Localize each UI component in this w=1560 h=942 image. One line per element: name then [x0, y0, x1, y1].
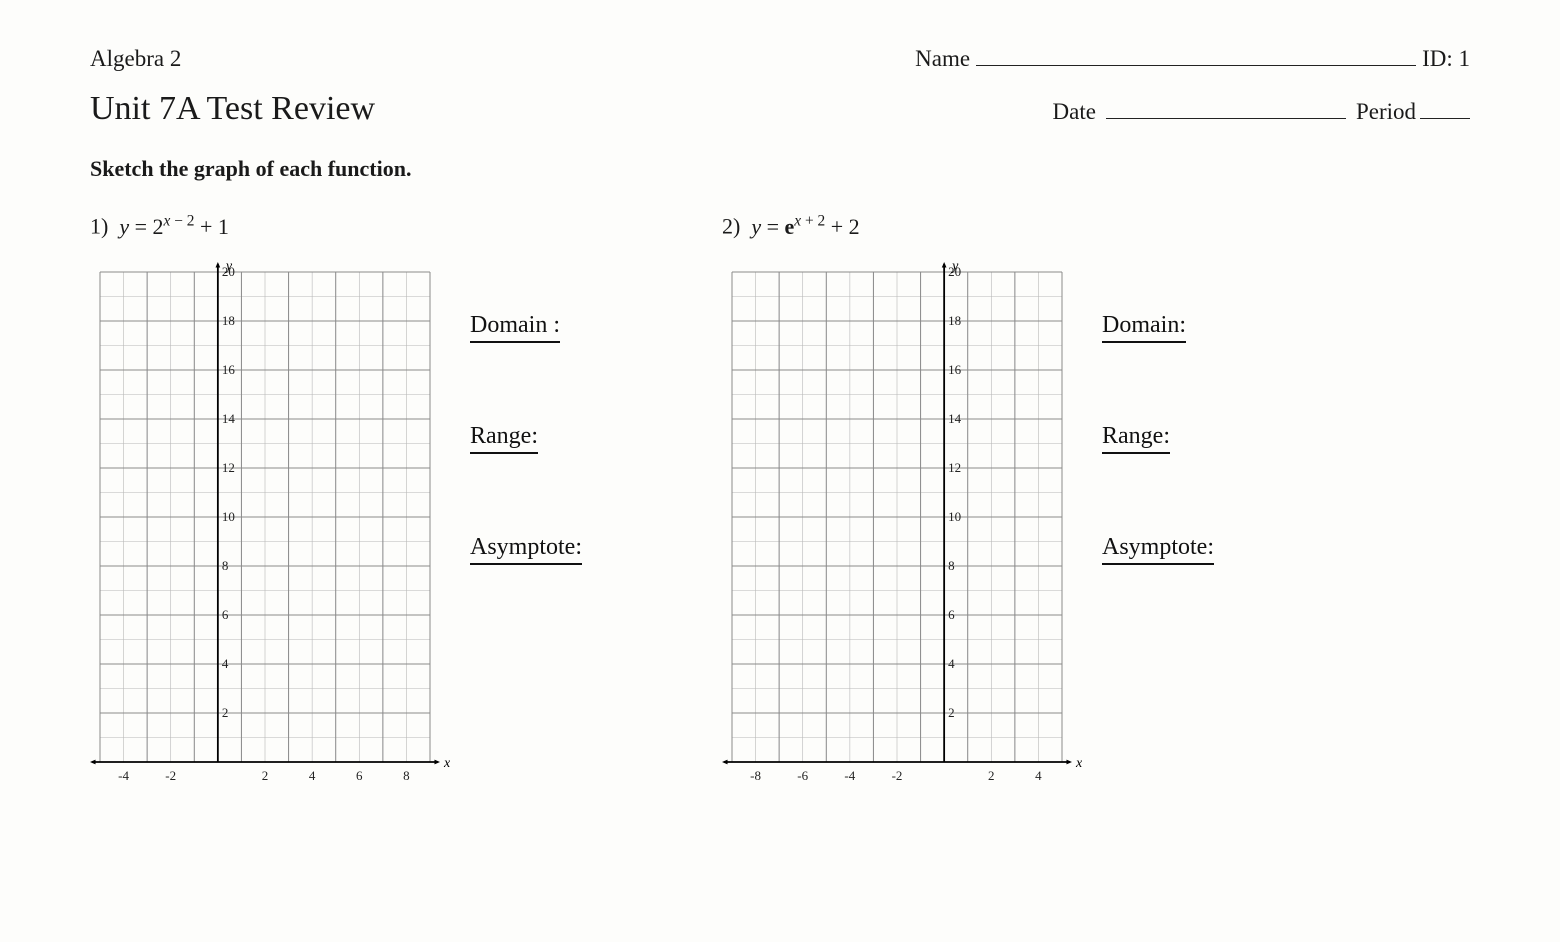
svg-text:8: 8 — [222, 558, 229, 573]
name-label: Name — [915, 46, 970, 72]
problem-1-side-labels: Domain : Range: Asymptote: — [470, 312, 582, 565]
problem-1-equation: 1) y = 2x − 2 + 1 — [90, 212, 582, 239]
svg-text:10: 10 — [948, 509, 961, 524]
svg-text:y: y — [950, 259, 959, 274]
svg-text:8: 8 — [403, 768, 410, 783]
problem-1-graph: -4-224682468101214161820xy — [90, 252, 450, 792]
name-id-block: Name ID: 1 — [915, 40, 1470, 72]
svg-text:8: 8 — [948, 558, 955, 573]
svg-text:18: 18 — [222, 313, 235, 328]
svg-text:6: 6 — [948, 607, 955, 622]
name-blank[interactable] — [976, 40, 1416, 66]
asymptote-label: Asymptote: — [470, 534, 582, 565]
problem-2: 2) y = ex + 2 + 2 -8 -6 -4 -2 2 4 2 4 6 8 10 12 14 16… — [722, 212, 1214, 791]
svg-text:2: 2 — [262, 768, 269, 783]
svg-text:14: 14 — [222, 411, 236, 426]
svg-text:4: 4 — [1035, 768, 1042, 783]
svg-text:-8: -8 — [750, 768, 761, 783]
problem-2-graph: -8-6-4-2242468101214161820xy — [722, 252, 1082, 792]
svg-text:y: y — [224, 259, 233, 274]
problem-number: 1) — [90, 214, 108, 239]
svg-text:16: 16 — [222, 362, 236, 377]
domain-label: Domain: — [1102, 312, 1186, 343]
equation-text: y = 2x − 2 + 1 — [119, 214, 229, 239]
problem-1: 1) y = 2x − 2 + 1 -4 -2 2 4 6 8 2 4 6 8 10 12 14 16 18… — [90, 212, 582, 791]
title-row: Unit 7A Test Review Date Period — [90, 90, 1470, 128]
svg-text:2: 2 — [988, 768, 995, 783]
svg-text:-2: -2 — [165, 768, 176, 783]
svg-text:4: 4 — [222, 656, 229, 671]
problem-2-equation: 2) y = ex + 2 + 2 — [722, 212, 1214, 239]
svg-text:-4: -4 — [844, 768, 855, 783]
date-blank[interactable] — [1106, 93, 1346, 119]
equation-text: y = ex + 2 + 2 — [751, 214, 859, 239]
svg-text:14: 14 — [948, 411, 962, 426]
id-label: ID: 1 — [1422, 46, 1470, 72]
header-row: Algebra 2 Name ID: 1 — [90, 40, 1470, 72]
svg-text:-6: -6 — [797, 768, 808, 783]
svg-text:2: 2 — [948, 705, 955, 720]
asymptote-label: Asymptote: — [1102, 534, 1214, 565]
svg-text:x: x — [443, 756, 450, 771]
worksheet-title: Unit 7A Test Review — [90, 90, 375, 128]
svg-text:-4: -4 — [118, 768, 129, 783]
instruction-text: Sketch the graph of each function. — [90, 156, 1470, 182]
svg-text:4: 4 — [309, 768, 316, 783]
svg-text:12: 12 — [948, 460, 961, 475]
svg-text:12: 12 — [222, 460, 235, 475]
svg-text:6: 6 — [356, 768, 363, 783]
svg-text:4: 4 — [948, 656, 955, 671]
svg-text:2: 2 — [222, 705, 229, 720]
svg-text:-2: -2 — [892, 768, 903, 783]
svg-text:10: 10 — [222, 509, 235, 524]
problems-container: 1) y = 2x − 2 + 1 -4 -2 2 4 6 8 2 4 6 8 10 12 14 16 18… — [90, 212, 1470, 791]
period-label: Period — [1356, 99, 1416, 125]
svg-text:6: 6 — [222, 607, 229, 622]
svg-text:16: 16 — [948, 362, 962, 377]
date-label: Date — [1053, 99, 1096, 125]
course-name: Algebra 2 — [90, 46, 181, 72]
svg-text:x: x — [1075, 756, 1082, 771]
period-blank[interactable] — [1420, 93, 1470, 119]
problem-2-side-labels: Domain: Range: Asymptote: — [1102, 312, 1214, 565]
date-period-block: Date Period — [1053, 93, 1470, 125]
range-label: Range: — [470, 423, 538, 454]
svg-text:18: 18 — [948, 313, 961, 328]
range-label: Range: — [1102, 423, 1170, 454]
problem-number: 2) — [722, 214, 740, 239]
domain-label: Domain : — [470, 312, 560, 343]
